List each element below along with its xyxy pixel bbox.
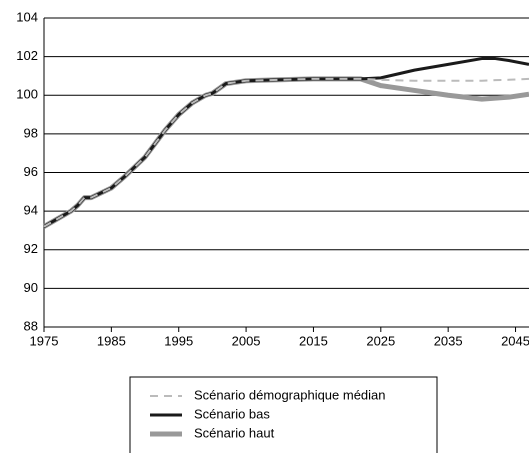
y-tick-label: 94 bbox=[24, 203, 38, 218]
legend-box bbox=[129, 376, 438, 458]
legend-label: Scénario haut bbox=[194, 425, 275, 440]
x-tick-label: 2025 bbox=[366, 333, 395, 348]
x-tick-label: 2005 bbox=[232, 333, 261, 348]
x-tick-label: 2035 bbox=[434, 333, 463, 348]
x-tick-label: 1995 bbox=[164, 333, 193, 348]
series-line bbox=[43, 57, 529, 228]
y-tick-label: 96 bbox=[24, 164, 38, 179]
y-tick-label: 90 bbox=[24, 280, 38, 295]
x-tick-label: 1975 bbox=[30, 333, 59, 348]
y-tick-label: 92 bbox=[24, 241, 38, 256]
y-tick-label: 100 bbox=[16, 87, 38, 102]
y-tick-label: 102 bbox=[16, 48, 38, 63]
x-tick-label: 2015 bbox=[299, 333, 328, 348]
y-tick-label: 104 bbox=[16, 9, 38, 24]
x-tick-label: 2045 bbox=[501, 333, 529, 348]
legend-label: Scénario bas bbox=[194, 406, 270, 421]
y-tick-label: 88 bbox=[24, 318, 38, 333]
series-line bbox=[43, 77, 529, 228]
series-line bbox=[42, 76, 529, 229]
y-tick-label: 98 bbox=[24, 125, 38, 140]
legend-label: Scénario démographique médian bbox=[194, 387, 386, 402]
x-tick-label: 1985 bbox=[97, 333, 126, 348]
